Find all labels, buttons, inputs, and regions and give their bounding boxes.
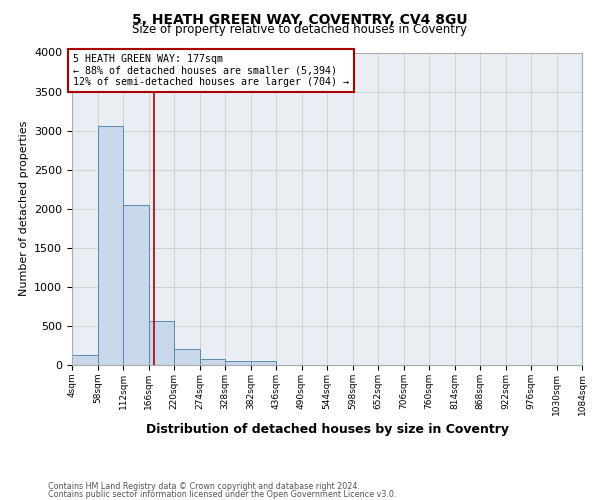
Text: Size of property relative to detached houses in Coventry: Size of property relative to detached ho… <box>133 22 467 36</box>
Bar <box>97 126 123 365</box>
Bar <box>149 322 174 365</box>
Bar <box>123 205 149 365</box>
Text: Contains HM Land Registry data © Crown copyright and database right 2024.: Contains HM Land Registry data © Crown c… <box>48 482 360 491</box>
X-axis label: Distribution of detached houses by size in Coventry: Distribution of detached houses by size … <box>146 423 509 436</box>
Bar <box>174 350 199 365</box>
Bar <box>251 361 276 365</box>
Text: 5 HEATH GREEN WAY: 177sqm
← 88% of detached houses are smaller (5,394)
12% of se: 5 HEATH GREEN WAY: 177sqm ← 88% of detac… <box>73 54 349 88</box>
Bar <box>225 362 251 365</box>
Bar <box>200 359 225 365</box>
Bar <box>72 355 97 365</box>
Text: Contains public sector information licensed under the Open Government Licence v3: Contains public sector information licen… <box>48 490 397 499</box>
Y-axis label: Number of detached properties: Number of detached properties <box>19 121 29 296</box>
Text: 5, HEATH GREEN WAY, COVENTRY, CV4 8GU: 5, HEATH GREEN WAY, COVENTRY, CV4 8GU <box>132 12 468 26</box>
